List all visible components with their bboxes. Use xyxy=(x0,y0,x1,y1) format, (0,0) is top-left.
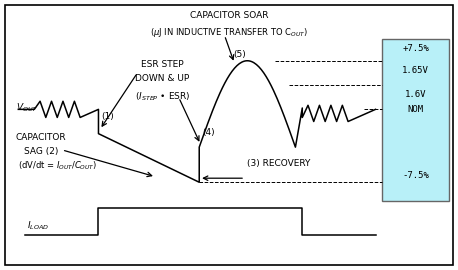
Text: (4): (4) xyxy=(202,128,215,137)
Text: NOM: NOM xyxy=(408,105,424,114)
Text: ESR STEP: ESR STEP xyxy=(141,60,184,69)
Text: SAG (2): SAG (2) xyxy=(24,147,59,156)
Text: 1.6V: 1.6V xyxy=(405,90,426,99)
Text: 1.65V: 1.65V xyxy=(402,66,429,75)
Text: (1): (1) xyxy=(102,112,114,121)
Text: +7.5%: +7.5% xyxy=(402,44,429,53)
Text: (3) RECOVERY: (3) RECOVERY xyxy=(247,159,311,168)
Text: ($\mu$J IN INDUCTIVE TRANSFER TO C$_{OUT}$): ($\mu$J IN INDUCTIVE TRANSFER TO C$_{OUT… xyxy=(150,26,308,39)
Bar xyxy=(382,39,449,201)
Text: $V_{OUT}$: $V_{OUT}$ xyxy=(16,102,38,114)
Text: (5): (5) xyxy=(234,49,246,59)
Text: -7.5%: -7.5% xyxy=(402,171,429,180)
Text: (dV/dt = $I_{OUT}$/$C_{OUT}$): (dV/dt = $I_{OUT}$/$C_{OUT}$) xyxy=(18,160,98,172)
Text: ($I_{STEP}$ • ESR): ($I_{STEP}$ • ESR) xyxy=(135,91,191,103)
Text: DOWN & UP: DOWN & UP xyxy=(136,74,190,83)
Text: CAPACITOR SOAR: CAPACITOR SOAR xyxy=(190,11,268,20)
Text: CAPACITOR: CAPACITOR xyxy=(16,133,66,142)
Text: $I_{LOAD}$: $I_{LOAD}$ xyxy=(27,219,49,232)
